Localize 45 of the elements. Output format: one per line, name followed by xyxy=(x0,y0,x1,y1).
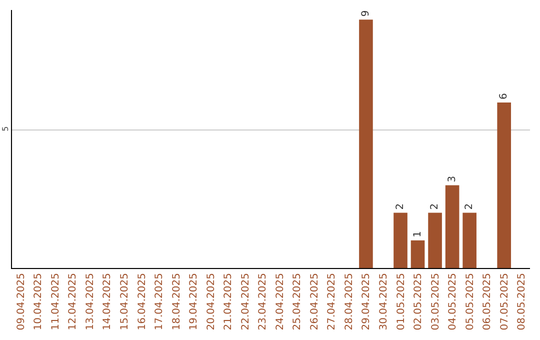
x-tick-label: 12.04.2025 xyxy=(68,273,79,330)
x-tick-label: 08.05.2025 xyxy=(516,273,528,330)
x-tick-label: 01.05.2025 xyxy=(396,273,407,330)
x-tick-label: 20.04.2025 xyxy=(206,273,217,330)
x-tick-label: 05.05.2025 xyxy=(464,273,476,330)
bar xyxy=(445,185,460,268)
x-tick-label: 17.04.2025 xyxy=(154,273,166,330)
bar xyxy=(394,212,408,268)
x-tick-label: 24.04.2025 xyxy=(274,273,286,330)
data-label: 2 xyxy=(464,203,476,210)
x-tick-label: 04.05.2025 xyxy=(448,273,459,330)
data-label: 3 xyxy=(446,176,458,182)
x-tick-label: 19.04.2025 xyxy=(188,273,200,330)
x-tick-label: 27.04.2025 xyxy=(326,273,338,330)
x-tick-label: 28.04.2025 xyxy=(344,273,355,330)
data-label: 2 xyxy=(430,203,441,210)
y-tick-label: 5 xyxy=(0,126,10,132)
x-tick-label: 13.04.2025 xyxy=(84,273,96,330)
x-tick-label: 06.05.2025 xyxy=(482,273,494,330)
bar xyxy=(428,212,442,268)
x-tick-label: 18.04.2025 xyxy=(171,273,182,330)
bar xyxy=(359,20,373,268)
x-tick-label: 09.04.2025 xyxy=(16,273,27,330)
data-label: 2 xyxy=(395,203,406,210)
data-label: 1 xyxy=(412,231,424,238)
data-label: 9 xyxy=(360,10,372,17)
x-tick-label: 25.04.2025 xyxy=(292,273,304,330)
x-tick-label: 16.04.2025 xyxy=(136,273,148,330)
bar xyxy=(410,240,425,268)
x-tick-label: 26.04.2025 xyxy=(309,273,320,330)
x-tick-label: 10.04.2025 xyxy=(33,273,44,330)
x-tick-label: 02.05.2025 xyxy=(413,273,424,330)
x-tick-label: 23.04.2025 xyxy=(258,273,269,330)
bar xyxy=(497,102,512,268)
x-tick-label: 07.05.2025 xyxy=(499,273,510,330)
x-tick-label: 15.04.2025 xyxy=(119,273,130,330)
data-label: 6 xyxy=(498,93,510,100)
x-tick-label: 11.04.2025 xyxy=(50,273,62,330)
x-tick-label: 30.04.2025 xyxy=(378,273,390,330)
x-tick-label: 22.04.2025 xyxy=(240,273,252,330)
x-tick-label: 29.04.2025 xyxy=(361,273,372,330)
x-tick-label: 14.04.2025 xyxy=(102,273,114,330)
x-tick-label: 03.05.2025 xyxy=(430,273,442,330)
x-tick-label: 21.04.2025 xyxy=(223,273,234,330)
bar xyxy=(462,212,476,268)
